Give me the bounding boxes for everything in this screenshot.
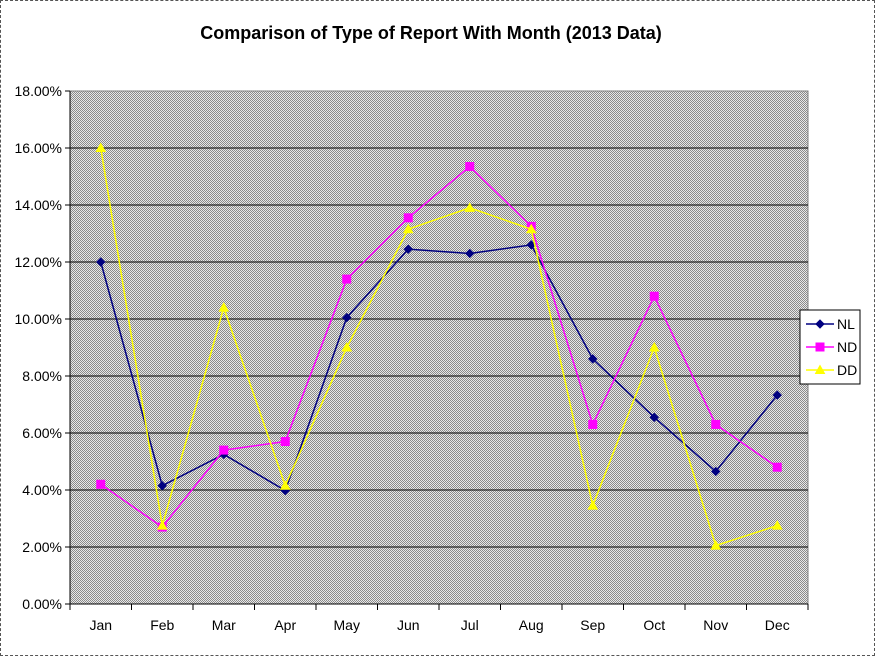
data-point: [280, 437, 290, 447]
data-point: [96, 479, 106, 489]
x-tick-label: Oct: [643, 617, 665, 633]
legend-label: ND: [837, 339, 857, 355]
legend-entry-dd: DD: [806, 362, 857, 378]
x-tick-label: Feb: [150, 617, 174, 633]
data-point: [342, 274, 352, 284]
data-point: [525, 223, 537, 234]
data-point: [772, 462, 782, 472]
data-point: [711, 466, 721, 477]
data-point: [95, 142, 107, 152]
data-point: [772, 390, 782, 400]
data-point: [218, 302, 230, 312]
data-point: [464, 202, 476, 212]
data-point: [402, 223, 414, 234]
data-point: [342, 312, 352, 323]
y-tick-label: 14.00%: [15, 197, 62, 213]
y-tick-label: 12.00%: [15, 254, 62, 270]
legend: NL ND DD: [799, 309, 861, 385]
gridlines: [70, 147, 808, 548]
legend-marker: [814, 364, 826, 374]
y-tick-label: 0.00%: [22, 596, 62, 612]
data-point: [771, 520, 783, 530]
data-point: [156, 520, 168, 530]
x-tick-label: Jan: [89, 617, 112, 633]
data-point: [648, 341, 660, 352]
data-point: [588, 354, 598, 364]
series-line: [100, 165, 778, 529]
data-point: [96, 257, 106, 267]
x-tick-label: Dec: [765, 617, 790, 633]
data-point: [403, 213, 413, 223]
y-tick-label: 2.00%: [22, 539, 62, 555]
x-tick-label: Jul: [461, 617, 479, 633]
chart-title: Comparison of Type of Report With Month …: [200, 23, 662, 43]
data-point: [403, 244, 413, 254]
data-point: [279, 480, 291, 490]
series-dd: [95, 142, 783, 550]
x-tick-label: May: [334, 617, 360, 633]
y-tick-label: 18.00%: [15, 83, 62, 99]
data-point: [649, 291, 659, 301]
data-point: [465, 248, 475, 259]
series-line: [100, 147, 778, 547]
data-point: [711, 419, 721, 429]
legend-label: NL: [837, 316, 855, 332]
legend-entry-nl: NL: [806, 316, 855, 332]
legend-label: DD: [837, 362, 857, 378]
y-tick-label: 4.00%: [22, 482, 62, 498]
x-axis: Jan Feb Mar Apr May Jun Jul Aug Sep Oct Nov Dec: [69, 603, 809, 633]
data-point: [588, 419, 598, 429]
data-point: [341, 341, 353, 352]
x-tick-label: Mar: [212, 617, 236, 633]
plot-area: [69, 90, 809, 605]
legend-marker: [815, 319, 825, 329]
data-point: [219, 445, 229, 455]
legend-marker: [815, 342, 825, 352]
data-point: [710, 540, 722, 550]
data-point: [157, 481, 167, 491]
y-tick-label: 8.00%: [22, 368, 62, 384]
x-tick-label: Apr: [274, 617, 296, 633]
y-tick-label: 10.00%: [15, 311, 62, 327]
y-tick-label: 16.00%: [15, 140, 62, 156]
y-tick-label: 6.00%: [22, 425, 62, 441]
x-tick-label: Sep: [580, 617, 605, 633]
data-point: [649, 412, 659, 423]
y-axis: 0.00% 2.00% 4.00% 6.00% 8.00% 10.00% 12.00% 14.…: [15, 83, 71, 612]
data-point: [465, 162, 475, 172]
x-tick-label: Jun: [397, 617, 420, 633]
series-line: [100, 244, 778, 492]
series-layer: [95, 142, 783, 550]
x-tick-label: Nov: [703, 617, 728, 633]
x-tick-label: Aug: [519, 617, 544, 633]
legend-entry-nd: ND: [806, 339, 857, 355]
data-point: [587, 500, 599, 510]
